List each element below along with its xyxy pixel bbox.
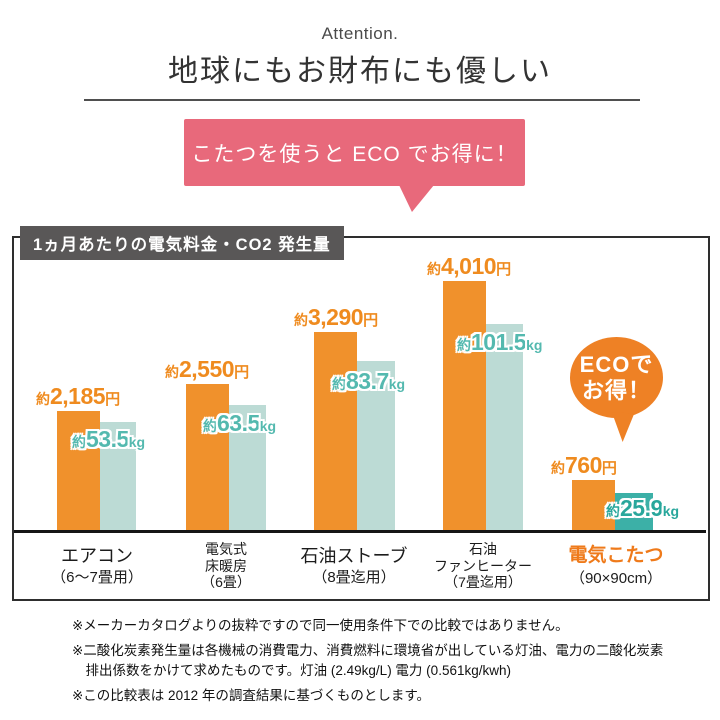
callout-text: こたつを使うと ECO でお得に！ bbox=[191, 142, 518, 166]
page-title: 地球にもお財布にも優しい bbox=[168, 55, 552, 88]
label-part: kg bbox=[526, 337, 543, 353]
eyebrow-text: Attention. bbox=[321, 24, 399, 43]
co2-value-label: 約101.5kg bbox=[457, 329, 542, 356]
label-part: 約 bbox=[551, 460, 565, 476]
label-part: kg bbox=[128, 434, 146, 450]
label-part: 101.5 bbox=[471, 329, 527, 355]
eco-badge-line1: ECOで bbox=[579, 352, 654, 378]
category-line: （90×90cm） bbox=[569, 569, 663, 587]
category-label: 電気こたつ （90×90cm） bbox=[541, 537, 691, 595]
label-part: 2,550 bbox=[179, 356, 235, 382]
label-part: 760 bbox=[565, 452, 602, 478]
cost-value-label: 約760円 bbox=[551, 452, 617, 479]
label-part: 3,290 bbox=[308, 304, 364, 330]
cost-value-label: 約3,290円 bbox=[294, 304, 378, 331]
co2-value-label: 約53.5kg bbox=[72, 426, 145, 453]
label-part: 約 bbox=[427, 261, 441, 277]
category-label: 石油ストーブ （8畳迄用） bbox=[279, 537, 429, 595]
footnotes: ※メーカーカタログよりの抜粋ですので同一使用条件下での比較ではありません。 ※二… bbox=[72, 616, 664, 710]
category-label: エアコン （6〜7畳用） bbox=[22, 537, 172, 595]
category-line: 電気こたつ bbox=[568, 545, 664, 567]
eco-badge-line2: お得！ bbox=[581, 377, 651, 403]
category-line: 電気式 bbox=[205, 540, 247, 557]
footnote-2: ※二酸化炭素発生量は各機械の消費電力、消費燃料に環境省が出している灯油、電力の二… bbox=[72, 642, 664, 679]
category-line: エアコン bbox=[61, 545, 133, 566]
cost-value-label: 約2,550円 bbox=[165, 356, 249, 383]
label-part: kg bbox=[662, 503, 680, 519]
footnote-3: ※この比較表は 2012 年の調査結果に基づくものとします。 bbox=[72, 687, 430, 703]
category-line: 石油 bbox=[469, 540, 497, 557]
category-line: ファンヒーター bbox=[434, 557, 532, 574]
label-part: kg bbox=[259, 418, 277, 434]
category-line: （6〜7畳用） bbox=[51, 569, 143, 587]
chart-baseline bbox=[14, 530, 706, 533]
label-part: kg bbox=[388, 376, 406, 392]
co2-value-label: 約25.9kg bbox=[606, 495, 679, 522]
label-part: 円 bbox=[496, 261, 512, 278]
label-part: 円 bbox=[363, 312, 379, 329]
eco-badge: ECOで お得！ bbox=[570, 337, 663, 418]
category-line: （8畳迄用） bbox=[312, 569, 396, 587]
label-part: 63.5 bbox=[217, 410, 260, 436]
label-part: 約 bbox=[72, 434, 86, 450]
cost-bar bbox=[186, 384, 229, 532]
label-part: 約 bbox=[457, 337, 471, 353]
title-divider bbox=[84, 99, 640, 101]
category-line: 床暖房 bbox=[205, 557, 247, 574]
category-label: 電気式 床暖房 （6畳） bbox=[151, 537, 301, 595]
cost-bar bbox=[443, 281, 486, 532]
label-part: 約 bbox=[36, 391, 50, 407]
category-line: 石油ストーブ bbox=[300, 545, 408, 566]
cost-bar bbox=[314, 332, 357, 532]
co2-value-label: 約83.7kg bbox=[332, 368, 405, 395]
cost-bar bbox=[572, 480, 615, 532]
callout-bubble: こたつを使うと ECO でお得に！ bbox=[184, 119, 525, 186]
category-line: （6畳） bbox=[201, 574, 251, 591]
category-line: （7畳迄用） bbox=[444, 574, 522, 591]
label-part: 約 bbox=[332, 376, 346, 392]
callout-bubble-tail bbox=[399, 185, 434, 212]
label-part: 53.5 bbox=[86, 426, 129, 452]
label-part: 円 bbox=[105, 391, 121, 408]
label-part: 2,185 bbox=[50, 383, 106, 409]
label-part: 約 bbox=[294, 312, 308, 328]
category-label: 石油 ファンヒーター （7畳迄用） bbox=[408, 537, 558, 595]
cost-value-label: 約2,185円 bbox=[36, 383, 120, 410]
label-part: 83.7 bbox=[346, 368, 389, 394]
co2-value-label: 約63.5kg bbox=[203, 410, 276, 437]
label-part: 約 bbox=[165, 364, 179, 380]
cost-bar bbox=[57, 411, 100, 532]
chart-title-chip: 1ヵ月あたりの電気料金・CO2 発生量 bbox=[20, 226, 344, 260]
footnote-1: ※メーカーカタログよりの抜粋ですので同一使用条件下での比較ではありません。 bbox=[72, 618, 569, 633]
cost-value-label: 約4,010円 bbox=[427, 253, 511, 280]
label-part: 約 bbox=[203, 418, 217, 434]
label-part: 円 bbox=[234, 364, 250, 381]
label-part: 25.9 bbox=[620, 495, 663, 521]
label-part: 4,010 bbox=[441, 253, 497, 279]
label-part: 約 bbox=[606, 503, 620, 519]
label-part: 円 bbox=[601, 460, 617, 477]
